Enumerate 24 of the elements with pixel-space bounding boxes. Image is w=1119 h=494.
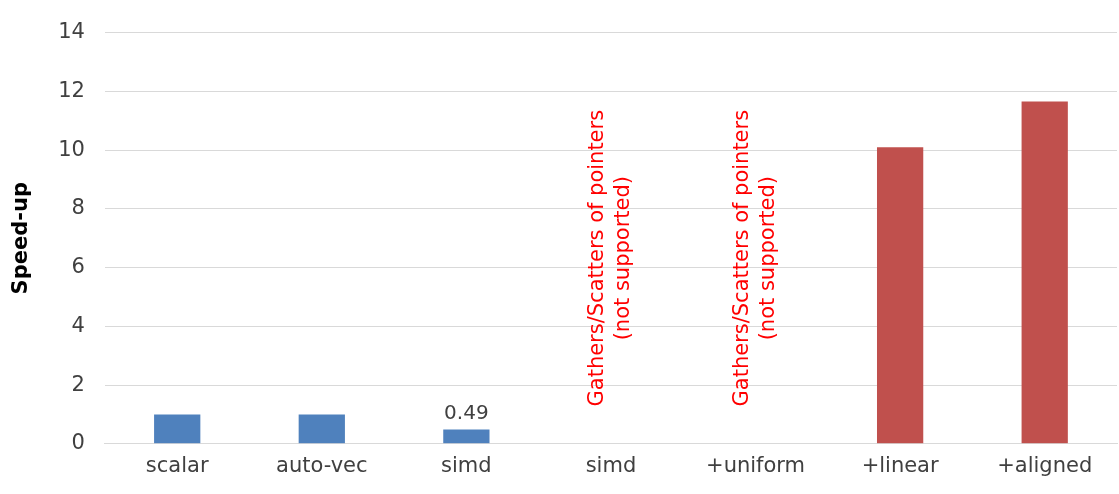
annotation: Gathers/Scatters of pointers (not supported) xyxy=(584,109,635,407)
bar xyxy=(876,147,924,444)
x-tick-label: simd xyxy=(441,452,492,477)
data-label: 0.49 xyxy=(444,399,489,424)
x-tick-label: +aligned xyxy=(997,452,1093,477)
bar xyxy=(443,429,490,444)
x-tick-label: simd xyxy=(585,452,637,477)
bar xyxy=(298,414,345,444)
y-tick-label: 4 xyxy=(71,312,85,337)
y-tick-label: 0 xyxy=(71,430,85,455)
y-tick-label: 14 xyxy=(58,19,85,44)
y-axis-title: Speed-up xyxy=(8,182,33,295)
x-tick-label: +linear xyxy=(861,452,939,477)
y-tick-label: 12 xyxy=(58,77,85,102)
x-tick-label: auto-vec xyxy=(276,452,368,477)
bar xyxy=(1021,101,1068,444)
x-tick-label: scalar xyxy=(145,452,209,477)
y-tick-label: 6 xyxy=(71,254,85,279)
y-tick-label: 10 xyxy=(58,136,85,161)
y-tick-label: 2 xyxy=(71,371,85,396)
annotation: Gathers/Scatters of pointers (not supported) xyxy=(729,109,779,407)
y-tick-label: 8 xyxy=(71,195,85,220)
x-tick-label: +uniform xyxy=(706,452,806,477)
bar xyxy=(154,414,201,444)
